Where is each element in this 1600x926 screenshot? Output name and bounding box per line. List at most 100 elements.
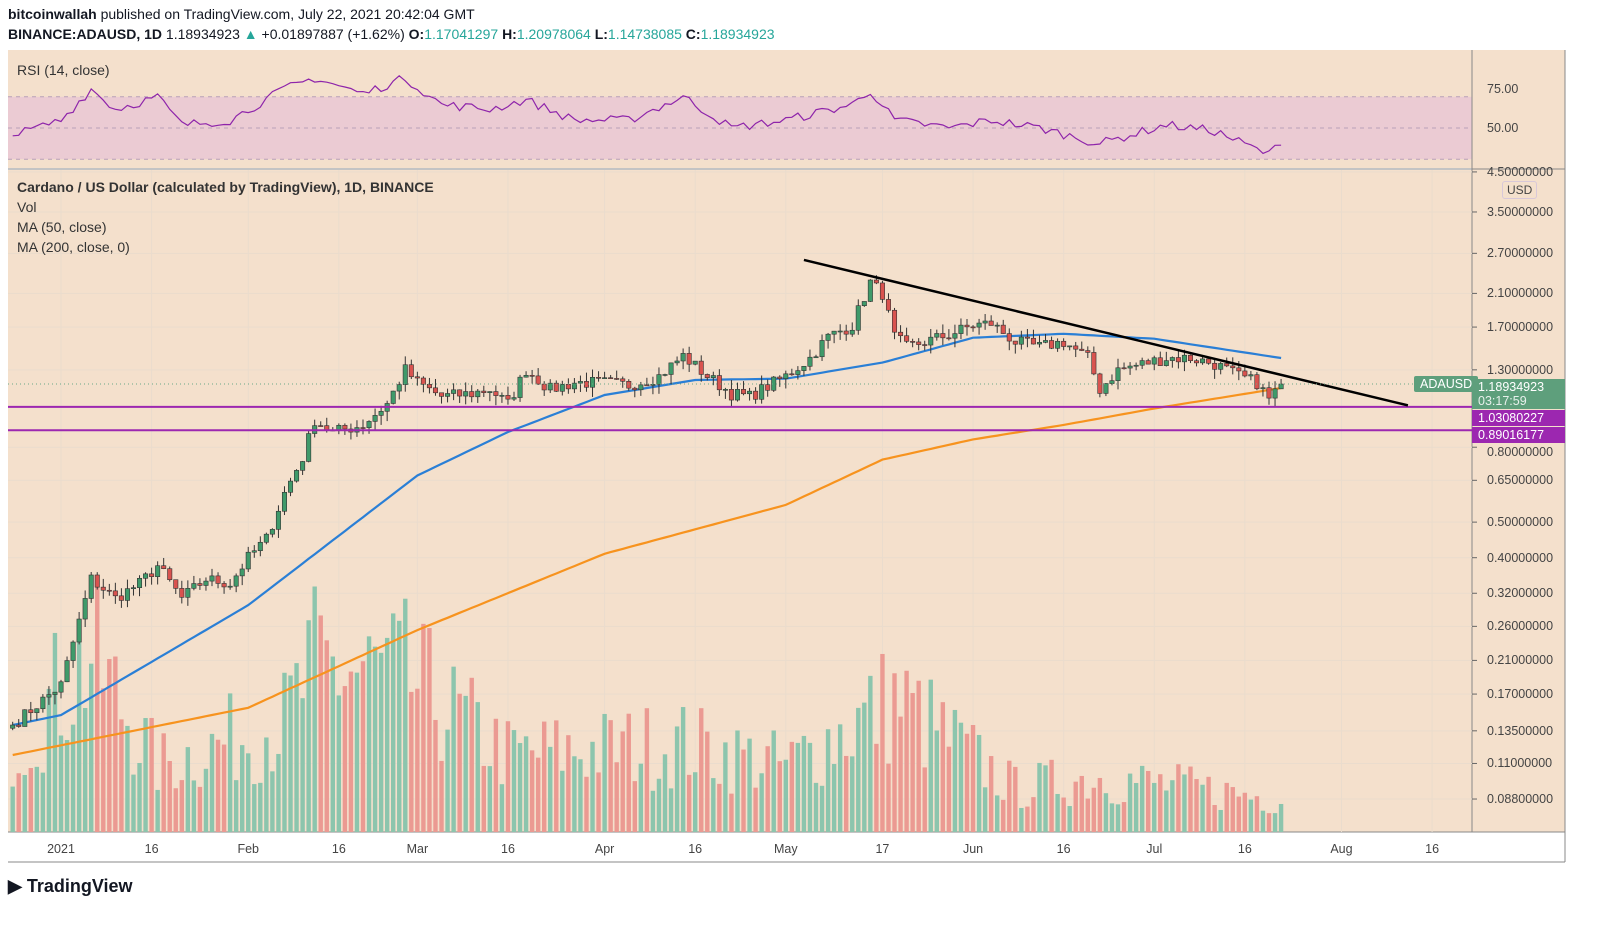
volume-bar (155, 789, 160, 832)
candle-up (795, 370, 801, 375)
candle-down (765, 384, 771, 391)
volume-bar (548, 746, 553, 832)
y-tick-label: 0.21000000 (1487, 653, 1554, 668)
volume-bar (584, 776, 589, 832)
candle-up (1169, 357, 1175, 361)
candle-up (1109, 380, 1115, 384)
volume-bar (771, 730, 776, 832)
volume-bar (656, 778, 662, 832)
x-tick-label: Jul (1146, 842, 1163, 856)
volume-bar (753, 787, 758, 832)
volume-bar (650, 790, 656, 832)
volume-bar (1031, 797, 1036, 832)
volume-bar (982, 787, 988, 832)
candle-up (590, 377, 596, 388)
candle-up (668, 362, 674, 375)
volume-bar (1055, 793, 1060, 832)
candle-down (1175, 357, 1181, 363)
volume-bar (705, 731, 710, 832)
candle-up (1055, 340, 1061, 349)
ma200-legend[interactable]: MA (200, close, 0) (17, 239, 130, 255)
candle-up (571, 382, 577, 390)
candle-down (716, 375, 722, 391)
candle-down (1187, 354, 1193, 362)
candle-down (1212, 362, 1218, 370)
volume-bar (523, 736, 529, 832)
tradingview-logo[interactable]: ▶ TradingView (8, 876, 133, 897)
volume-bar (125, 725, 130, 832)
volume-bar (759, 773, 764, 832)
volume-bar (475, 702, 480, 832)
candle-down (179, 588, 185, 598)
candle-down (1079, 348, 1085, 351)
volume-bar (1158, 774, 1163, 832)
candle-up (1181, 354, 1187, 363)
trendline (803, 258, 1409, 407)
candle-down (360, 427, 366, 429)
x-tick-label: Mar (406, 842, 429, 856)
up-arrow-icon: ▲ (243, 26, 258, 42)
candle-up (402, 364, 408, 385)
candle-up (245, 551, 251, 570)
candle-down (970, 326, 976, 329)
candle-down (988, 320, 994, 326)
currency-badge[interactable]: USD (1502, 180, 1538, 199)
candle-up (734, 389, 740, 401)
candle-up (155, 565, 161, 577)
candle-down (100, 586, 106, 591)
volume-bar (1061, 797, 1066, 832)
volume-bar (922, 767, 927, 832)
candle-down (626, 381, 632, 389)
volume-bar (886, 763, 891, 832)
volume-bar (403, 598, 408, 832)
volume-bar (378, 652, 384, 832)
ma50-legend[interactable]: MA (50, close) (17, 219, 107, 235)
candle-up (46, 694, 52, 698)
candle-down (789, 373, 795, 376)
volume-bar (783, 759, 788, 832)
candle-up (1115, 367, 1121, 381)
candle-down (1006, 333, 1012, 342)
volume-bar (904, 670, 909, 832)
candle-down (505, 395, 511, 400)
volume-bar (517, 743, 523, 832)
level-price-tag: 0.89016177 (1472, 426, 1565, 443)
volume-bar (258, 782, 263, 832)
candle-down (1230, 365, 1236, 369)
volume-bar (360, 661, 366, 832)
candle-up (499, 395, 505, 397)
candle-down (964, 324, 970, 328)
symbol-tag: ADAUSD (1414, 376, 1479, 392)
volume-bar (330, 656, 335, 832)
volume-bar (699, 708, 704, 832)
candle-down (112, 590, 118, 597)
rsi-legend[interactable]: RSI (14, close) (17, 62, 110, 78)
y-tick-label: 0.08800000 (1487, 792, 1554, 807)
candle-up (783, 373, 789, 379)
last-price-value: 1.18934923 (1478, 379, 1545, 394)
volume-bar (409, 691, 414, 832)
volume-bar (415, 688, 420, 832)
volume-bar (535, 757, 541, 832)
volume-bar (1188, 766, 1193, 832)
volume-bar (64, 740, 70, 832)
candle-up (952, 333, 958, 339)
candle-up (1151, 357, 1157, 365)
vol-legend[interactable]: Vol (17, 199, 37, 215)
volume-bar (693, 772, 698, 832)
candle-up (928, 336, 934, 346)
volume-bar (10, 786, 15, 832)
candle-down (318, 425, 324, 427)
rsi-tick-label: 50.00 (1487, 121, 1519, 135)
volume-bar (76, 639, 82, 832)
volume-bar (427, 628, 432, 832)
candle-down (1254, 374, 1260, 390)
candle-up (1260, 387, 1266, 390)
volume-bar (264, 737, 269, 832)
volume-bar (143, 718, 148, 832)
volume-bar (1164, 790, 1169, 832)
candle-down (1242, 370, 1248, 377)
candle-down (481, 390, 487, 393)
volume-bar (819, 785, 825, 832)
